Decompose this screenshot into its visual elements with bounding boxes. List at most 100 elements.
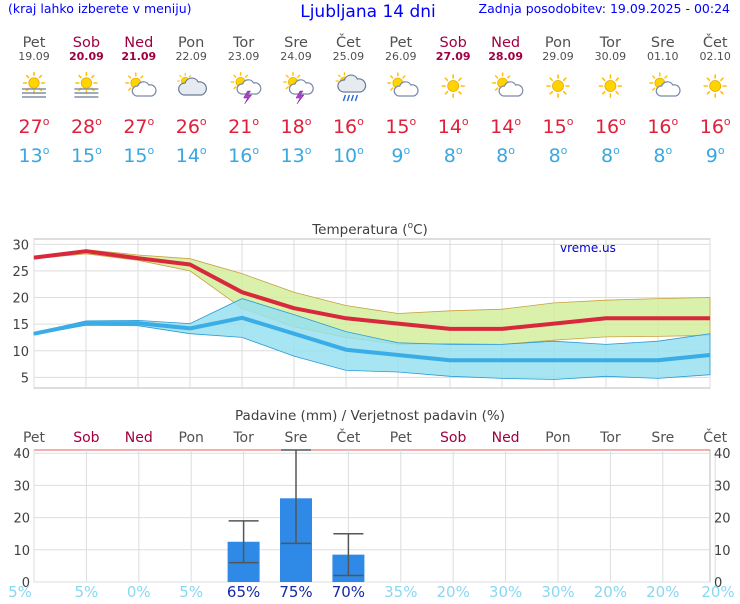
day-date: 27.09 [436, 50, 471, 63]
tmin-number: 14 [176, 145, 200, 167]
degree-symbol: o [561, 144, 568, 157]
precip-day-label: Pon [545, 430, 570, 446]
sun-shape [598, 74, 623, 98]
sun-shape [546, 74, 570, 98]
partly-sunny-fog-icon [74, 71, 99, 98]
precip-day-label: Sob [440, 430, 466, 446]
day-date: 24.09 [280, 50, 312, 63]
precip-day-label: Pon [179, 430, 204, 446]
tmin-value: 8o [549, 144, 568, 167]
tmax-value: 16o [700, 115, 731, 138]
tmin-value: 15o [71, 144, 102, 167]
tmax-number: 16 [700, 116, 724, 138]
precip-day-label: Sre [285, 430, 308, 446]
lightning-shape [295, 90, 305, 105]
precip-day-label: Pet [390, 430, 413, 446]
y-tick-label-right: 40 [714, 447, 731, 462]
tmax-number: 27 [123, 116, 147, 138]
precip-probability: 20% [594, 583, 627, 600]
sun-cloud-icon [125, 72, 157, 97]
degree-symbol: o [408, 221, 414, 231]
tmin-value: 10o [333, 144, 364, 167]
precip-probability: 20% [437, 583, 470, 600]
day-name: Sre [284, 35, 308, 51]
y-tick-label: 15 [12, 318, 29, 333]
degree-symbol: o [95, 115, 102, 128]
sun-cloud-icon [387, 72, 419, 97]
tmax-number: 15 [543, 116, 567, 138]
tmax-value: 15o [543, 115, 574, 138]
tmax-number: 14 [438, 116, 462, 138]
tmax-value: 27o [123, 115, 154, 138]
sun-shape [75, 71, 98, 95]
day-date: 02.10 [699, 50, 731, 63]
precip-probability: 75% [279, 583, 312, 600]
day-name: Ned [491, 35, 520, 51]
watermark: vreme.us [560, 241, 616, 255]
day-name: Pet [389, 35, 412, 51]
day-date: 21.09 [121, 50, 156, 63]
tmax-number: 16 [333, 116, 357, 138]
tmax-value: 16o [595, 115, 626, 138]
tmin-value: 8o [601, 144, 620, 167]
degree-symbol: o [619, 115, 626, 128]
degree-symbol: o [567, 115, 574, 128]
tmin-number: 8 [653, 145, 665, 167]
rain-sun-icon [335, 72, 367, 102]
degree-symbol: o [508, 144, 515, 157]
tmin-value: 16o [228, 144, 259, 167]
tmin-number: 8 [601, 145, 613, 167]
tmin-value: 9o [391, 144, 410, 167]
day-name: Ned [124, 35, 153, 51]
degree-symbol: o [410, 115, 417, 128]
day-date: 19.09 [18, 50, 50, 63]
precip-probability: 5% [75, 583, 99, 600]
y-tick-label-left: 0 [22, 576, 30, 591]
tmin-number: 13 [281, 145, 305, 167]
day-date: 28.09 [488, 50, 523, 63]
sun-shape [703, 74, 728, 98]
day-name: Pon [178, 35, 204, 51]
y-tick-label-right: 0 [714, 576, 722, 591]
degree-symbol: o [148, 115, 155, 128]
tmax-number: 21 [228, 116, 252, 138]
y-tick-label-left: 20 [13, 512, 30, 527]
degree-symbol: o [200, 115, 207, 128]
day-date: 29.09 [542, 50, 574, 63]
title-part: C) [413, 222, 428, 238]
day-date: 01.10 [647, 50, 679, 63]
tmax-number: 27 [19, 116, 43, 138]
degree-symbol: o [43, 144, 50, 157]
precip-day-label: Tor [232, 430, 254, 446]
lightning-shape [243, 90, 253, 105]
degree-symbol: o [148, 144, 155, 157]
tmin-number: 8 [496, 145, 508, 167]
precip-probability: 5% [8, 583, 32, 600]
tmin-number: 16 [228, 145, 252, 167]
day-date: 23.09 [228, 50, 260, 63]
tmax-number: 15 [385, 116, 409, 138]
sun-shape [22, 71, 46, 95]
degree-symbol: o [462, 115, 469, 128]
tmax-number: 28 [71, 116, 95, 138]
tmin-number: 9 [706, 145, 718, 167]
y-tick-label-right: 10 [714, 544, 731, 559]
degree-symbol: o [672, 115, 679, 128]
sun-icon [598, 74, 623, 98]
y-tick-label-left: 30 [13, 479, 30, 494]
tmin-line [33, 315, 711, 363]
y-tick-label-right: 30 [714, 479, 731, 494]
y-tick-label: 5 [21, 371, 29, 386]
precip-day-label: Tor [599, 430, 621, 446]
precip-day-label: Pet [23, 430, 46, 446]
